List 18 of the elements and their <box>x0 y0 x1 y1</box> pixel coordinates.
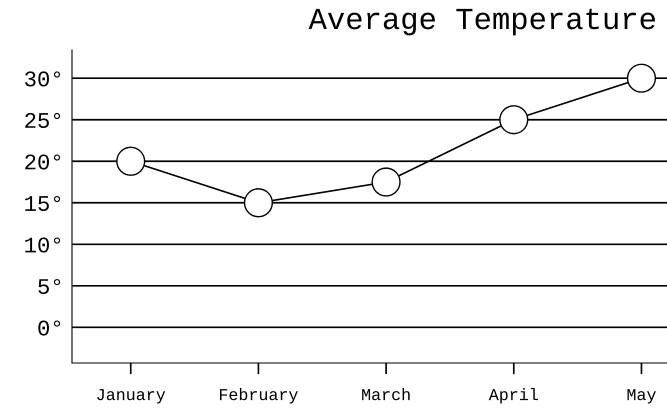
y-tick-label: 5° <box>38 278 60 294</box>
point <box>372 167 401 197</box>
y-tick-label: 25° <box>25 112 60 128</box>
point <box>244 188 273 218</box>
y-tick-label: 10° <box>25 237 60 253</box>
x-tick-label: January <box>97 389 166 404</box>
point <box>499 105 528 134</box>
y-tick-label: 0° <box>38 320 60 336</box>
x-tick-label: February <box>220 388 298 404</box>
chart-title: Average Temperature <box>308 8 655 36</box>
x-tick-label: April <box>488 388 538 404</box>
y-tick-label: 20° <box>25 154 60 170</box>
point <box>626 64 656 93</box>
x-tick-label: May <box>628 389 656 404</box>
y-tick-label: 15° <box>25 196 60 212</box>
x-tick-label: March <box>362 388 410 400</box>
point <box>116 146 146 176</box>
y-tick-label: 30° <box>25 71 60 86</box>
